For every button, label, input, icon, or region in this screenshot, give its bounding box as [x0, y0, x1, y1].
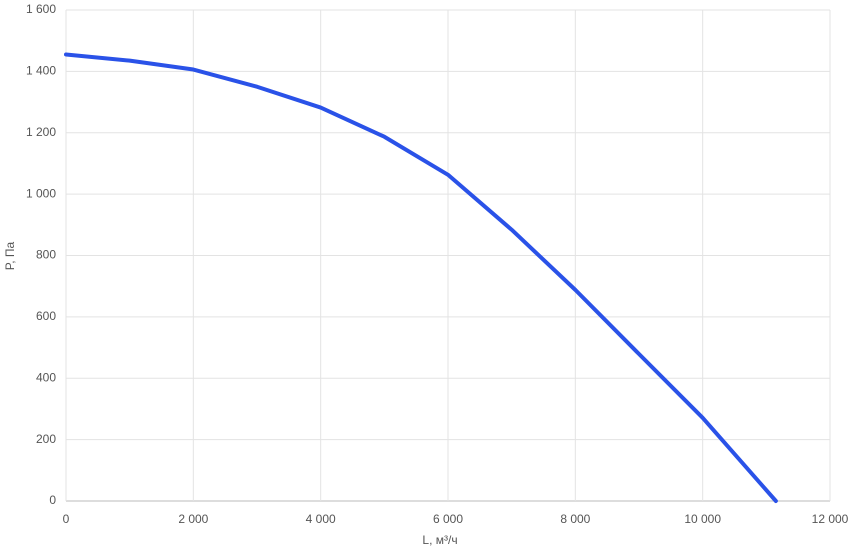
y-tick-label: 1 400	[26, 64, 56, 78]
y-tick-label: 0	[49, 493, 56, 507]
data-line	[64, 52, 778, 503]
x-tick-label: 8 000	[560, 512, 590, 526]
x-tick-label: 2 000	[178, 512, 208, 526]
y-tick-label: 1 200	[26, 125, 56, 139]
x-tick-label: 10 000	[684, 512, 721, 526]
y-tick-label: 1 600	[26, 2, 56, 16]
x-tick-label: 12 000	[812, 512, 849, 526]
x-tick-label: 4 000	[306, 512, 336, 526]
x-tick-label: 6 000	[433, 512, 463, 526]
y-tick-label: 600	[36, 309, 56, 323]
x-tick-label: 0	[63, 512, 70, 526]
y-axis-label: P, Па	[3, 241, 17, 270]
y-tick-label: 1 000	[26, 186, 56, 200]
y-tick-label: 800	[36, 248, 56, 262]
x-axis-label: L, м³/ч	[422, 533, 457, 547]
y-tick-label: 200	[36, 432, 56, 446]
y-tick-label: 400	[36, 370, 56, 384]
